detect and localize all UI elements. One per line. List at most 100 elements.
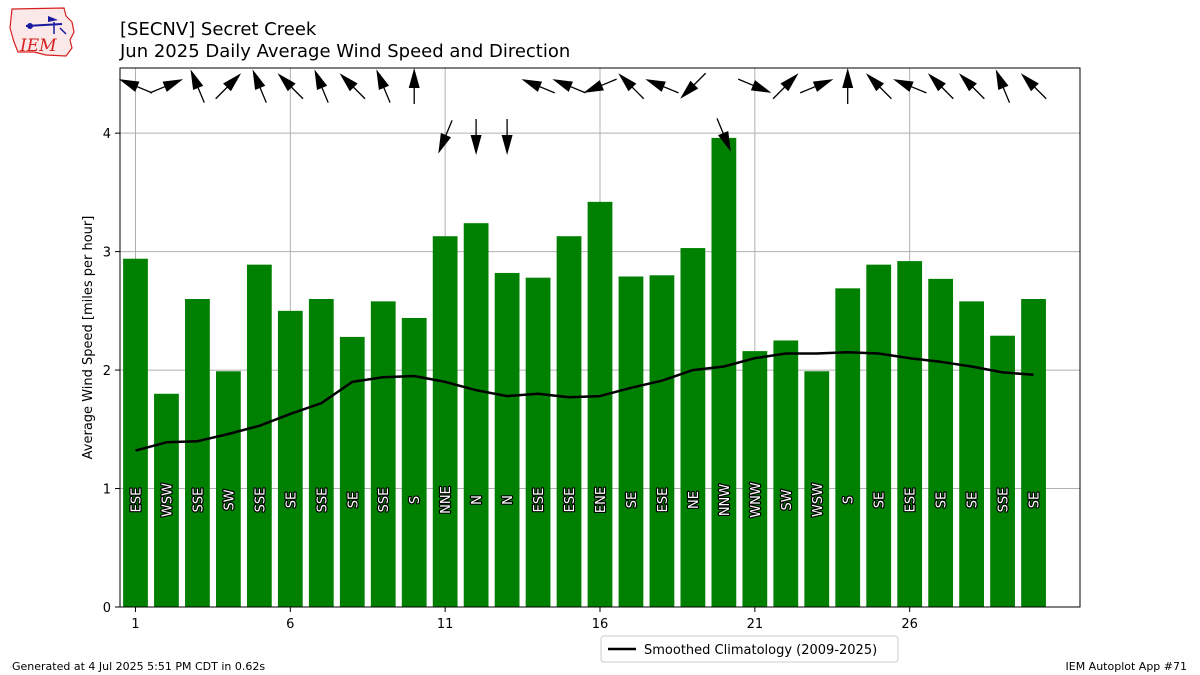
- x-tick-label: 6: [286, 617, 294, 632]
- wind-speed-bar: [370, 301, 396, 607]
- wind-speed-bar: [618, 276, 644, 607]
- logo-text: IEM: [19, 36, 57, 56]
- x-tick-label: 26: [901, 617, 918, 632]
- wind-arrow: [314, 69, 329, 103]
- direction-label: SSE: [191, 488, 206, 513]
- footer-app-id: IEM Autoplot App #71: [1066, 660, 1188, 673]
- wind-speed-bar: [649, 275, 675, 607]
- footer-generated: Generated at 4 Jul 2025 5:51 PM CDT in 0…: [12, 660, 265, 673]
- wind-speed-bar: [494, 272, 520, 607]
- wind-arrow: [501, 119, 513, 155]
- y-tick-label: 4: [103, 127, 111, 142]
- direction-label: NNW: [718, 484, 733, 516]
- wind-speed-bar: [711, 137, 737, 607]
- wind-speed-bar: [804, 371, 830, 607]
- legend-label: Smoothed Climatology (2009-2025): [644, 643, 877, 658]
- wind-arrow: [958, 73, 985, 100]
- wind-speed-bar: [123, 258, 148, 607]
- direction-label: SSE: [997, 488, 1012, 513]
- direction-label: SE: [346, 492, 361, 508]
- x-tick-label: 21: [747, 617, 764, 632]
- direction-label: SSE: [315, 488, 330, 513]
- wind-arrow: [893, 79, 927, 94]
- wind-arrow: [1020, 73, 1047, 100]
- direction-label: S: [842, 496, 857, 504]
- wind-arrow: [716, 118, 731, 152]
- direction-label: SE: [935, 492, 950, 508]
- direction-label: NNE: [439, 486, 454, 514]
- direction-label: ESE: [129, 488, 144, 513]
- x-tick-label: 1: [131, 617, 139, 632]
- wind-arrow: [842, 68, 854, 104]
- wind-speed-bar: [185, 299, 210, 607]
- wind-arrow: [215, 73, 242, 100]
- direction-label: ESE: [532, 488, 547, 513]
- wind-arrow: [277, 73, 304, 100]
- x-axis-ticks: 1 6 11 16 21 26: [131, 607, 918, 632]
- climatology-line: [135, 351, 1034, 452]
- direction-label: NE: [687, 491, 702, 509]
- wind-speed-bar: [525, 277, 551, 607]
- x-tick-label: 11: [437, 617, 454, 632]
- wind-speed-bar: [1021, 299, 1046, 607]
- climatology-line-group: [135, 351, 1034, 452]
- y-axis-ticks: 0 1 2 3 4: [103, 127, 120, 616]
- wind-arrows: [118, 68, 1047, 155]
- wind-speed-bar: [401, 317, 427, 607]
- y-tick-label: 1: [103, 483, 111, 498]
- bars: [123, 137, 1046, 608]
- wind-arrow: [521, 79, 555, 94]
- direction-label: SE: [966, 492, 981, 508]
- wind-arrow: [118, 79, 153, 94]
- direction-label: WNW: [749, 482, 764, 518]
- wind-speed-bar: [277, 310, 303, 607]
- direction-label: SSE: [253, 488, 268, 513]
- wind-speed-bar: [990, 335, 1015, 607]
- direction-label: SSE: [377, 488, 392, 513]
- wind-arrow: [680, 72, 707, 99]
- wind-speed-bar: [866, 264, 892, 607]
- wind-arrow: [799, 79, 834, 94]
- direction-label: S: [408, 496, 423, 504]
- y-tick-label: 3: [103, 246, 111, 261]
- direction-label: WSW: [160, 483, 175, 517]
- wind-arrow: [376, 69, 391, 103]
- direction-label: SW: [222, 489, 237, 510]
- wind-arrow: [190, 69, 205, 103]
- direction-label: SE: [284, 492, 299, 508]
- wind-arrow: [583, 78, 617, 93]
- wind-speed-bar: [339, 336, 365, 607]
- wind-arrow: [149, 79, 184, 94]
- wind-arrow: [438, 120, 453, 154]
- wind-arrow: [645, 79, 679, 94]
- wind-speed-bar: [680, 248, 706, 608]
- direction-label: SW: [780, 489, 795, 510]
- wind-arrow: [408, 68, 420, 104]
- wind-arrow: [737, 78, 772, 93]
- wind-speed-bar: [742, 351, 768, 607]
- direction-label: ESE: [563, 488, 578, 513]
- wind-arrow: [772, 73, 799, 100]
- y-tick-label: 0: [103, 601, 111, 616]
- wind-arrow: [252, 69, 267, 103]
- direction-label: SE: [625, 492, 640, 508]
- iem-logo: IEM: [9, 7, 75, 57]
- y-axis-label: Average Wind Speed [miles per hour]: [81, 216, 96, 460]
- wind-arrow: [470, 119, 482, 155]
- wind-arrow: [339, 73, 366, 100]
- wind-speed-bar: [216, 371, 241, 607]
- direction-label: ESE: [904, 488, 919, 513]
- y-tick-label: 2: [103, 364, 111, 379]
- wind-speed-bar: [928, 278, 954, 607]
- wind-arrow: [865, 73, 892, 100]
- wind-arrow: [927, 73, 954, 100]
- wind-speed-bar: [959, 301, 984, 607]
- wind-speed-bar: [897, 261, 923, 607]
- wind-arrow: [995, 69, 1011, 103]
- chart-title: [SECNV] Secret Creek: [120, 19, 317, 40]
- legend: Smoothed Climatology (2009-2025): [600, 635, 899, 663]
- wind-speed-bar: [587, 201, 613, 607]
- wind-arrow: [552, 79, 586, 94]
- wind-speed-bar: [835, 288, 861, 607]
